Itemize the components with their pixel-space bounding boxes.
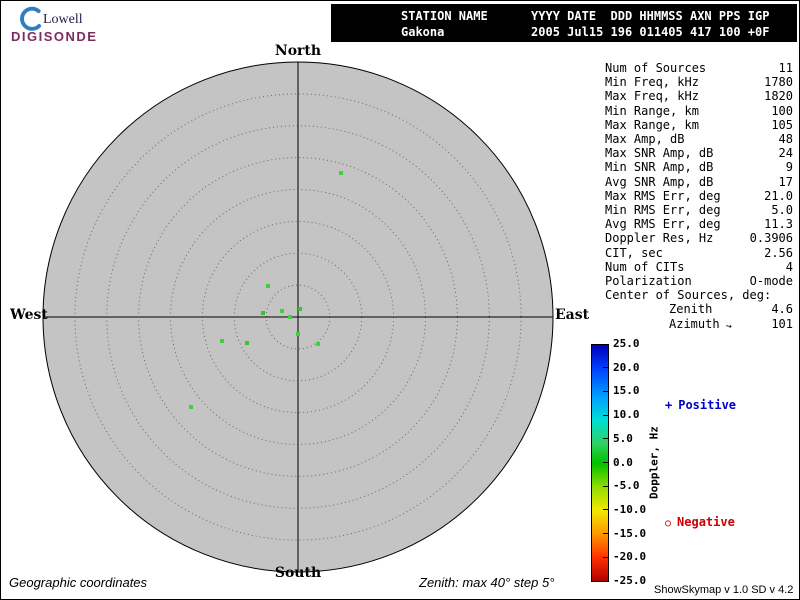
stat-value: 48 xyxy=(778,132,793,147)
source-dot xyxy=(288,315,292,319)
positive-legend: + Positive xyxy=(665,398,736,412)
header-field-labels: STATION NAME YYYY DATE DDD HHMMSS AXN PP… xyxy=(401,9,770,23)
label-north: North xyxy=(274,43,322,59)
stat-label: Doppler Res, Hz xyxy=(605,231,714,246)
doppler-colorbar xyxy=(591,344,609,582)
circle-marker-icon: ○ xyxy=(665,518,672,529)
stat-row: Min RMS Err, deg 5.0 xyxy=(605,203,793,217)
header-bar: STATION NAME YYYY DATE DDD HHMMSS AXN PP… xyxy=(331,4,797,42)
stat-value: 4.6 xyxy=(771,302,793,317)
coordinates-mode-label: Geographic coordinates xyxy=(9,575,148,590)
source-dots xyxy=(189,171,343,409)
logo-digisonde-text: DIGISONDE xyxy=(11,29,98,44)
stat-row: Azimuth ↑ 101 xyxy=(605,317,793,333)
stat-row: Avg RMS Err, deg 11.3 xyxy=(605,217,793,231)
stat-value: 21.0 xyxy=(764,188,793,203)
stat-label: Num of CITs xyxy=(605,259,685,274)
stat-row: Min Freq, kHz 1780 xyxy=(605,75,793,89)
stat-value: 1820 xyxy=(764,89,793,104)
negative-legend: ○ Negative xyxy=(665,515,735,529)
colorbar-axis-label: Doppler, Hz xyxy=(647,426,661,500)
stat-label: Center of Sources, deg: xyxy=(605,288,772,303)
stat-value: 1780 xyxy=(764,75,793,90)
logo-lowell-text: Lowell xyxy=(43,12,83,27)
stat-row: Max RMS Err, deg 21.0 xyxy=(605,189,793,203)
stat-label: Zenith xyxy=(669,302,713,317)
stat-row: CIT, sec 2.56 xyxy=(605,246,793,260)
header-field-values: Gakona 2005 Jul15 196 011405 417 100 +0F xyxy=(401,25,770,39)
source-dot xyxy=(245,341,249,345)
stat-label: Max RMS Err, deg xyxy=(605,188,721,203)
stat-label: Polarization xyxy=(605,274,692,289)
stat-value: 2.56 xyxy=(764,245,793,260)
stat-row: Num of CITs 4 xyxy=(605,260,793,274)
digisonde-logo: Lowell DIGISONDE xyxy=(11,5,141,47)
stat-row: Min SNR Amp, dB 9 xyxy=(605,160,793,174)
label-south: South xyxy=(274,565,322,581)
stat-label: CIT, sec xyxy=(605,245,663,260)
stat-value: 9 xyxy=(785,160,793,175)
negative-label: Negative xyxy=(677,515,735,529)
stats-panel: Num of Sources 11 Min Freq, kHz 1780 Max Fre… xyxy=(605,61,793,333)
stat-label: Azimuth ↑ xyxy=(669,316,735,331)
stat-label: Min RMS Err, deg xyxy=(605,203,721,218)
source-dot xyxy=(261,311,265,315)
label-east: East xyxy=(555,307,590,323)
source-dot xyxy=(298,307,302,311)
stat-label: Min Freq, kHz xyxy=(605,75,699,90)
stat-label: Max SNR Amp, dB xyxy=(605,146,714,161)
stat-row: Max Freq, kHz 1820 xyxy=(605,89,793,103)
stat-label: Avg SNR Amp, dB xyxy=(605,174,714,189)
source-dot xyxy=(296,332,300,336)
stat-row: Max Range, km 105 xyxy=(605,118,793,132)
stat-row: Max SNR Amp, dB 24 xyxy=(605,146,793,160)
logo-swoosh-icon xyxy=(20,6,42,31)
stat-value: 101 xyxy=(771,316,793,331)
stat-value: 11.3 xyxy=(764,217,793,232)
stat-row: Avg SNR Amp, dB 17 xyxy=(605,175,793,189)
app-version-label: ShowSkymap v 1.0 SD v 4.2 xyxy=(654,584,794,596)
stat-row: Doppler Res, Hz 0.3906 xyxy=(605,231,793,245)
stat-row: Max Amp, dB 48 xyxy=(605,132,793,146)
azimuth-direction-icon: ↑ xyxy=(722,321,735,330)
label-west: West xyxy=(10,307,48,323)
source-dot xyxy=(189,405,193,409)
stat-row: Zenith 4.6 xyxy=(605,302,793,316)
stat-label: Min SNR Amp, dB xyxy=(605,160,714,175)
stat-value: 5.0 xyxy=(771,203,793,218)
positive-label: Positive xyxy=(678,398,737,412)
stat-row: Polarization O-mode xyxy=(605,274,793,288)
source-dot xyxy=(266,284,270,288)
source-dot xyxy=(339,171,343,175)
stat-value: 4 xyxy=(785,259,793,274)
stat-value: 105 xyxy=(771,117,793,132)
stat-row: Num of Sources 11 xyxy=(605,61,793,75)
stat-label: Min Range, km xyxy=(605,103,699,118)
stat-label: Max Range, km xyxy=(605,117,699,132)
stat-value: O-mode xyxy=(749,274,793,289)
stat-label: Avg RMS Err, deg xyxy=(605,217,721,232)
stat-label: Max Amp, dB xyxy=(605,132,685,147)
stat-value: 24 xyxy=(778,146,793,161)
stat-row: Center of Sources, deg: xyxy=(605,288,793,302)
stat-row: Min Range, km 100 xyxy=(605,104,793,118)
source-dot xyxy=(220,339,224,343)
stat-value: 17 xyxy=(778,174,793,189)
source-dot xyxy=(280,309,284,313)
stat-value: 100 xyxy=(771,103,793,118)
plus-marker-icon: + xyxy=(665,398,673,412)
zenith-scale-label: Zenith: max 40° step 5° xyxy=(419,575,555,590)
stat-value: 11 xyxy=(778,61,793,75)
stat-label: Num of Sources xyxy=(605,61,707,75)
stat-label: Max Freq, kHz xyxy=(605,89,699,104)
stat-value: 0.3906 xyxy=(749,231,793,246)
source-dot xyxy=(316,342,320,346)
